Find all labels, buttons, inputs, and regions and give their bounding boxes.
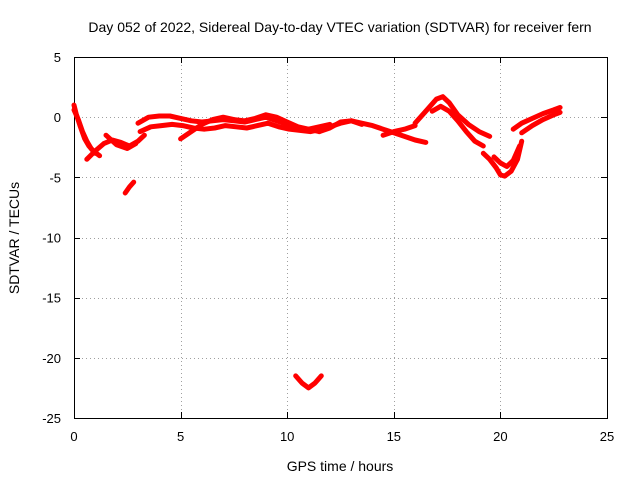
series-arc-15 bbox=[510, 105, 563, 132]
series-arc-10 bbox=[380, 123, 418, 138]
series-arc-16 bbox=[519, 109, 563, 136]
x-axis-label: GPS time / hours bbox=[287, 458, 394, 474]
series-arc-2 bbox=[71, 107, 98, 156]
x-tick-label: 5 bbox=[177, 429, 184, 444]
x-tick-label: 25 bbox=[600, 429, 614, 444]
y-tick-label: 0 bbox=[54, 110, 61, 125]
y-tick-label: -15 bbox=[42, 291, 61, 306]
x-tick-label: 10 bbox=[280, 429, 294, 444]
series-arc-11 bbox=[412, 94, 493, 139]
x-tick-label: 20 bbox=[493, 429, 507, 444]
series-arc-7 bbox=[137, 120, 324, 135]
grid bbox=[74, 57, 607, 418]
chart-title: Day 052 of 2022, Sidereal Day-to-day VTE… bbox=[88, 19, 591, 35]
series-arc-5 bbox=[122, 179, 137, 196]
series-arc-13 bbox=[480, 138, 525, 179]
axis-ticks: 0 5 10 15 20 25 5 0 -5 -10 -15 -20 -25 bbox=[42, 50, 614, 444]
y-axis-label: SDTVAR / TECUs bbox=[6, 182, 22, 294]
y-tick-label: -10 bbox=[42, 231, 61, 246]
y-tick-label: -20 bbox=[42, 351, 61, 366]
series-arc-9 bbox=[316, 118, 429, 145]
x-tick-label: 15 bbox=[387, 429, 401, 444]
series-arc-4 bbox=[103, 132, 139, 151]
series-arc-12 bbox=[429, 103, 486, 149]
series-arc-14 bbox=[491, 143, 523, 169]
x-tick-label: 0 bbox=[70, 429, 77, 444]
series-arc-17 bbox=[293, 373, 324, 391]
y-tick-label: -5 bbox=[49, 170, 61, 185]
y-tick-label: 5 bbox=[54, 50, 61, 65]
y-tick-label: -25 bbox=[42, 411, 61, 426]
data-series bbox=[71, 94, 563, 391]
